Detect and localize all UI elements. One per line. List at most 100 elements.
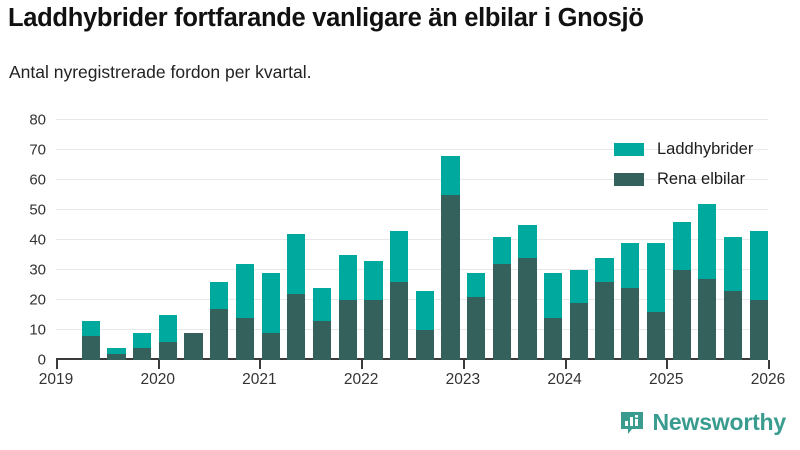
bar-segment-laddhybrider (416, 291, 434, 330)
bar-segment-laddhybrider (673, 222, 691, 270)
bar-column[interactable] (416, 120, 434, 360)
x-axis: 20192020202120222023202420252026 (56, 360, 768, 394)
bar-segment-rena-elbilar (364, 300, 382, 360)
bar-column[interactable] (210, 120, 228, 360)
bar-segment-rena-elbilar (467, 297, 485, 360)
bar-segment-rena-elbilar (159, 342, 177, 360)
bar-segment-laddhybrider (750, 231, 768, 300)
bar-segment-laddhybrider (595, 258, 613, 282)
y-axis-label-40: 40 (29, 233, 46, 248)
newsworthy-logo[interactable]: Newsworthy (619, 409, 786, 436)
bar-segment-laddhybrider (339, 255, 357, 300)
bar-column[interactable] (339, 120, 357, 360)
bar-column[interactable] (570, 120, 588, 360)
bar-column[interactable] (82, 120, 100, 360)
bar-column[interactable] (287, 120, 305, 360)
x-axis-tick-2020 (158, 360, 160, 369)
bar-segment-laddhybrider (133, 333, 151, 348)
bar-segment-laddhybrider (82, 321, 100, 336)
bar-chart-speech-bubble-icon (619, 410, 645, 436)
bar-column[interactable] (313, 120, 331, 360)
x-axis-tick-2019 (56, 360, 58, 369)
bar-segment-laddhybrider (262, 273, 280, 333)
bar-segment-rena-elbilar (287, 294, 305, 360)
y-axis-label-20: 20 (29, 293, 46, 308)
bar-segment-rena-elbilar (698, 279, 716, 360)
bar-segment-rena-elbilar (133, 348, 151, 360)
bar-segment-rena-elbilar (621, 288, 639, 360)
x-axis-label-2022: 2022 (344, 371, 378, 389)
bar-segment-rena-elbilar (82, 336, 100, 360)
bar-segment-laddhybrider (544, 273, 562, 318)
bar-segment-rena-elbilar (647, 312, 665, 360)
bar-segment-rena-elbilar (493, 264, 511, 360)
bar-segment-rena-elbilar (570, 303, 588, 360)
bar-segment-laddhybrider (621, 243, 639, 288)
legend-swatch-rena-elbilar (614, 173, 644, 186)
bar-segment-rena-elbilar (313, 321, 331, 360)
newsworthy-wordmark: Newsworthy (653, 409, 786, 436)
bar-segment-laddhybrider (390, 231, 408, 282)
x-axis-label-2025: 2025 (649, 371, 683, 389)
x-axis-tick-2023 (463, 360, 465, 369)
y-axis-labels: 01020304050607080 (0, 120, 46, 360)
legend-item-rena-elbilar[interactable]: Rena elbilar (614, 166, 753, 192)
bar-column[interactable] (467, 120, 485, 360)
x-axis-tick-2026 (768, 360, 770, 369)
bar-segment-rena-elbilar (595, 282, 613, 360)
bar-segment-laddhybrider (724, 237, 742, 291)
bar-segment-laddhybrider (364, 261, 382, 300)
bar-column[interactable] (236, 120, 254, 360)
bar-segment-laddhybrider (313, 288, 331, 321)
bar-segment-rena-elbilar (210, 309, 228, 360)
bar-column[interactable] (56, 120, 74, 360)
x-axis-label-2021: 2021 (242, 371, 276, 389)
y-axis-label-60: 60 (29, 173, 46, 188)
x-axis-label-2026: 2026 (751, 371, 785, 389)
bar-column[interactable] (184, 120, 202, 360)
bar-column[interactable] (133, 120, 151, 360)
bar-column[interactable] (441, 120, 459, 360)
x-axis-tick-2021 (259, 360, 261, 369)
bar-column[interactable] (107, 120, 125, 360)
bar-segment-rena-elbilar (236, 318, 254, 360)
bar-column[interactable] (595, 120, 613, 360)
y-axis-label-80: 80 (29, 113, 46, 128)
bar-segment-rena-elbilar (724, 291, 742, 360)
bar-segment-rena-elbilar (544, 318, 562, 360)
bar-segment-laddhybrider (210, 282, 228, 309)
bar-segment-laddhybrider (159, 315, 177, 342)
bar-segment-rena-elbilar (184, 333, 202, 360)
bar-segment-laddhybrider (698, 204, 716, 279)
chart-subtitle: Antal nyregistrerade fordon per kvartal. (9, 62, 312, 83)
bar-column[interactable] (518, 120, 536, 360)
legend: Laddhybrider Rena elbilar (614, 136, 753, 196)
legend-item-laddhybrider[interactable]: Laddhybrider (614, 136, 753, 162)
bar-segment-laddhybrider (467, 273, 485, 297)
bar-segment-laddhybrider (493, 237, 511, 264)
bar-column[interactable] (493, 120, 511, 360)
x-axis-label-2023: 2023 (446, 371, 480, 389)
bar-segment-rena-elbilar (262, 333, 280, 360)
y-axis-label-0: 0 (38, 353, 46, 368)
bar-segment-rena-elbilar (750, 300, 768, 360)
x-axis-tick-2025 (666, 360, 668, 369)
bar-column[interactable] (390, 120, 408, 360)
bar-column[interactable] (364, 120, 382, 360)
legend-swatch-laddhybrider (614, 143, 644, 156)
bar-segment-rena-elbilar (390, 282, 408, 360)
x-axis-label-2019: 2019 (39, 371, 73, 389)
bar-column[interactable] (159, 120, 177, 360)
bar-column[interactable] (544, 120, 562, 360)
y-axis-label-50: 50 (29, 203, 46, 218)
y-axis-label-10: 10 (29, 323, 46, 338)
chart-page: Laddhybrider fortfarande vanligare än el… (0, 0, 800, 450)
x-axis-tick-2024 (565, 360, 567, 369)
bar-column[interactable] (262, 120, 280, 360)
bar-segment-rena-elbilar (416, 330, 434, 360)
x-axis-label-2024: 2024 (547, 371, 581, 389)
bar-segment-rena-elbilar (518, 258, 536, 360)
legend-label-rena-elbilar: Rena elbilar (657, 170, 745, 189)
bar-segment-rena-elbilar (441, 195, 459, 360)
bar-segment-laddhybrider (236, 264, 254, 318)
